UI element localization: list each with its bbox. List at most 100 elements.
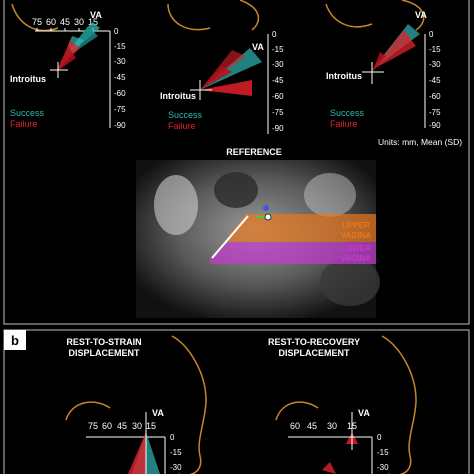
top-tick-label: 60 — [102, 421, 112, 431]
plot-2: 0 -15 -30 -45 -60 -75 -90 VA Introitus S… — [160, 0, 284, 134]
right-tick-label: -45 — [429, 76, 441, 85]
failure-wedge-inner — [200, 66, 232, 90]
top-tick-label: 45 — [307, 421, 317, 431]
plot-3: VA 0 -15 -30 -45 -60 -75 -90 Introitus S… — [325, 0, 462, 147]
right-tick-label: -45 — [114, 73, 126, 82]
right-tick-label: -15 — [114, 42, 126, 51]
right-tick-label: -90 — [429, 121, 441, 130]
right-tick-label: 0 — [272, 30, 277, 39]
reference-point — [264, 213, 272, 221]
right-tick-label: -30 — [429, 60, 441, 69]
failure-wedge — [200, 80, 252, 96]
right-tick-label: -75 — [114, 105, 126, 114]
right-ticks-1: 0 -15 -30 -45 -60 -75 -90 — [114, 27, 126, 130]
anatomy-outline — [65, 401, 111, 421]
panel-b-letter: b — [11, 333, 19, 348]
mri-soft-tissue — [320, 258, 380, 306]
lower-vagina-region — [210, 242, 376, 264]
top-tick-label: 30 — [132, 421, 142, 431]
mri-uterus — [214, 172, 258, 208]
strain-title: DISPLACEMENT — [68, 348, 140, 358]
reference-section: REFERENCE UPPER VAGINA LOWER VAGINA — [136, 147, 380, 318]
top-tick-label: 75 — [88, 421, 98, 431]
va-label: VA — [152, 408, 164, 418]
failure-wedge — [372, 30, 416, 70]
top-tick-label: 45 — [117, 421, 127, 431]
recovery-title: DISPLACEMENT — [278, 348, 350, 358]
right-tick-label: -60 — [114, 89, 126, 98]
mri-bowel — [304, 173, 356, 217]
anatomy-outline — [381, 335, 417, 474]
upper-vagina-label: VAGINA — [341, 231, 372, 240]
right-tick-label: -15 — [272, 45, 284, 54]
lower-vagina-label: LOWER — [341, 244, 371, 253]
right-tick-label: -30 — [170, 463, 182, 472]
top-tick-label: 30 — [74, 17, 84, 27]
right-tick-label: -30 — [377, 463, 389, 472]
top-tick-label: 60 — [290, 421, 300, 431]
va-label: VA — [358, 408, 370, 418]
lower-vagina-label: VAGINA — [341, 254, 372, 263]
legend-success: Success — [168, 110, 203, 120]
failure-wedge — [128, 432, 146, 474]
right-tick-label: -90 — [114, 121, 126, 130]
failure-wedge-inner — [372, 52, 386, 72]
failure-wedge-inner — [56, 46, 76, 72]
anatomy-outline-2b — [239, 0, 260, 31]
right-ticks-3: 0 -15 -30 -45 -60 -75 -90 — [429, 30, 441, 130]
right-tick-label: -90 — [272, 124, 284, 133]
legend-failure: Failure — [168, 121, 196, 131]
right-tick-label: -75 — [429, 108, 441, 117]
introitus-label: Introitus — [10, 74, 46, 84]
right-tick-label: -60 — [429, 92, 441, 101]
anatomy-outline-2 — [167, 3, 211, 31]
strain-title: REST-TO-STRAIN — [66, 337, 141, 347]
right-tick-label: 0 — [377, 433, 382, 442]
legend-success: Success — [10, 108, 45, 118]
right-tick-label: 0 — [114, 27, 119, 36]
reference-title: REFERENCE — [226, 147, 282, 157]
right-tick-label: -75 — [272, 108, 284, 117]
legend-failure: Failure — [330, 119, 358, 129]
panel-b-frame — [3, 329, 470, 474]
right-ticks-2: 0 -15 -30 -45 -60 -75 -90 — [272, 30, 284, 133]
vaginal-axis-line — [211, 215, 249, 259]
top-tick-label: 15 — [88, 17, 98, 27]
right-tick-label: -15 — [429, 45, 441, 54]
upper-vagina-region — [228, 214, 376, 242]
right-tick-label: -30 — [114, 57, 126, 66]
anatomy-outline — [275, 401, 319, 421]
introitus-label: Introitus — [160, 91, 196, 101]
top-tick-label: 45 — [60, 17, 70, 27]
reference-point-blue — [263, 205, 269, 211]
anatomy-outline-3b — [401, 0, 425, 31]
upper-vagina-label: UPPER — [342, 221, 370, 230]
recovery-plot: 60 45 30 15 VA 0 -15 -30 — [275, 335, 417, 474]
va-label: VA — [415, 10, 427, 20]
top-tick-label: 15 — [146, 421, 156, 431]
recovery-title: REST-TO-RECOVERY — [268, 337, 360, 347]
top-tick-label: 60 — [46, 17, 56, 27]
top-tick-label: 75 — [32, 17, 42, 27]
units-note: Units: mm, Mean (SD) — [378, 137, 462, 147]
plot-1: 75 60 45 30 15 VA 0 -15 -30 -45 -60 -75 … — [10, 3, 126, 130]
legend-failure: Failure — [10, 119, 38, 129]
anatomy-outline-3 — [325, 3, 373, 28]
top-tick-label: 30 — [327, 421, 337, 431]
mri-bladder — [154, 175, 198, 235]
va-label: VA — [90, 10, 102, 20]
right-tick-label: -45 — [272, 76, 284, 85]
right-tick-label: -60 — [272, 92, 284, 101]
panel-a-frame — [3, 0, 470, 325]
anatomy-outline — [171, 335, 207, 474]
right-tick-label: -15 — [170, 448, 182, 457]
right-tick-label: 0 — [170, 433, 175, 442]
panel-b-badge — [4, 330, 26, 350]
legend-success: Success — [330, 108, 365, 118]
anatomy-outline-1 — [11, 3, 59, 32]
right-tick-label: 0 — [429, 30, 434, 39]
va-label: VA — [252, 42, 264, 52]
right-tick-label: -15 — [377, 448, 389, 457]
strain-plot: 75 60 45 30 15 VA 0 -15 -30 — [65, 335, 207, 474]
